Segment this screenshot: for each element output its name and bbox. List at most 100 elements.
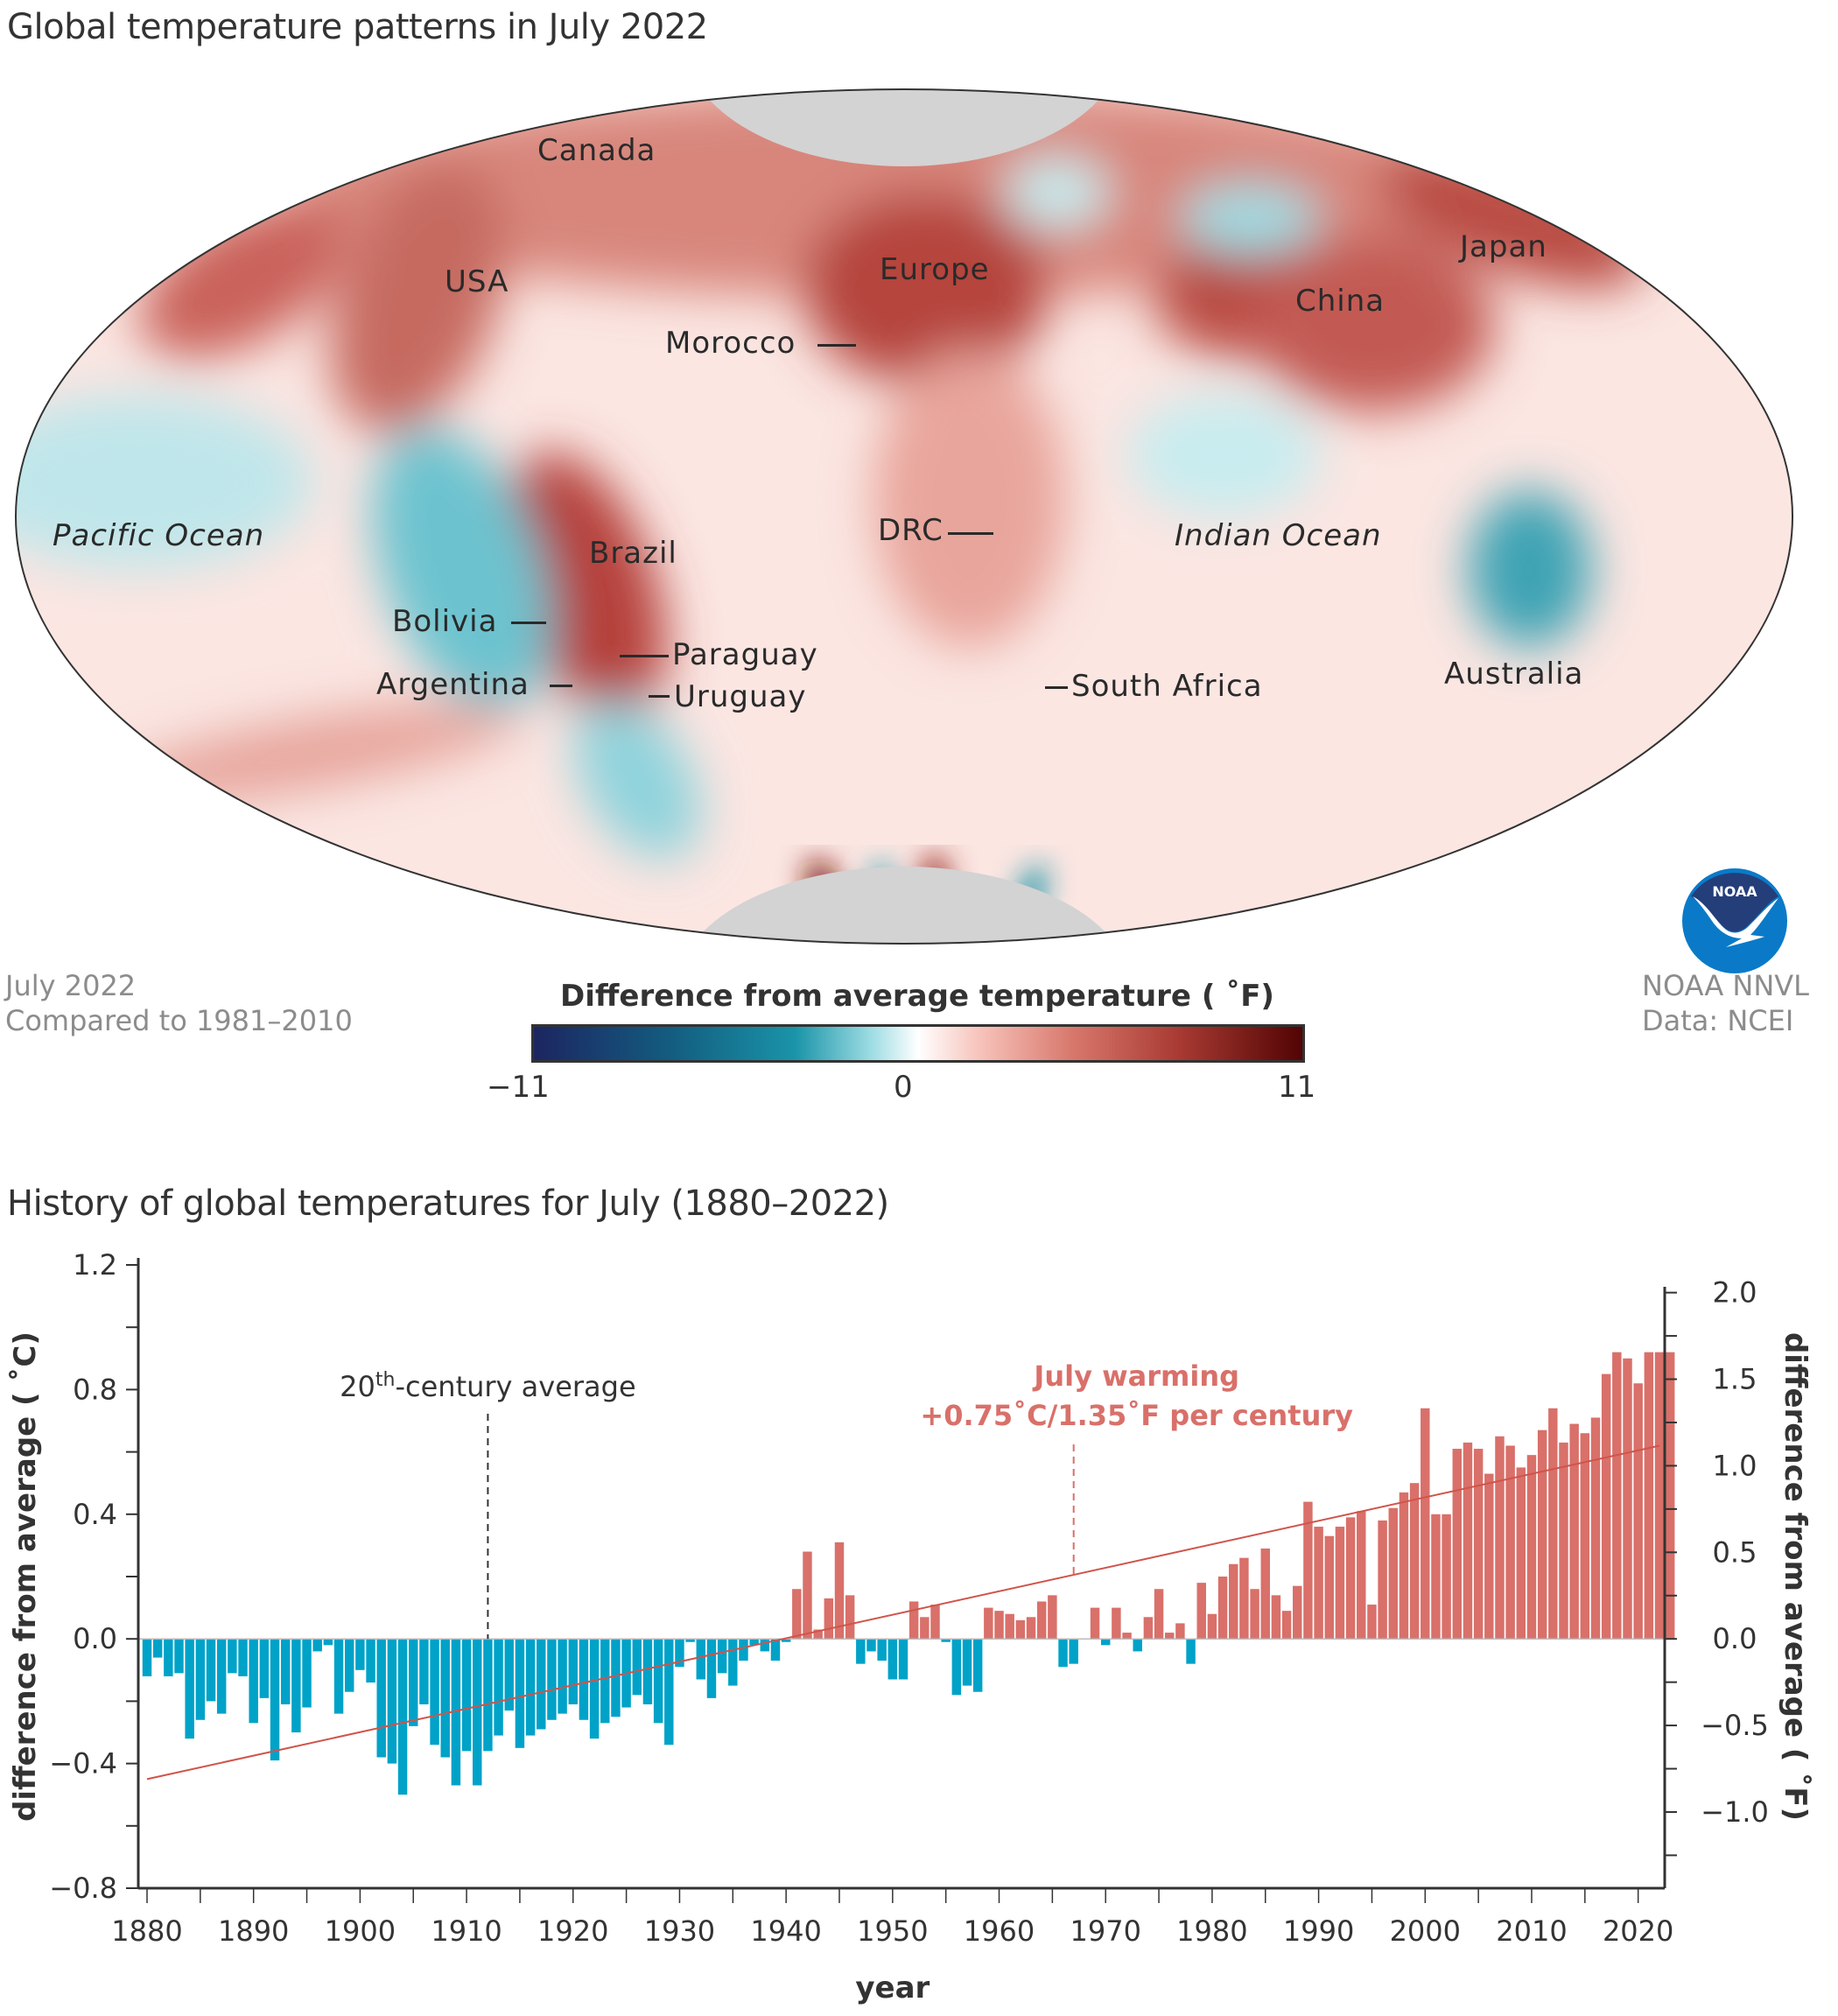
bar-1934	[717, 1639, 727, 1674]
bar-2021	[1644, 1352, 1654, 1640]
bar-1985	[1260, 1548, 1270, 1640]
bar-1939	[770, 1639, 781, 1661]
bar-2008	[1505, 1445, 1515, 1640]
bar-1980	[1207, 1613, 1217, 1640]
bar-1923	[600, 1639, 610, 1724]
bar-1951	[898, 1639, 908, 1680]
bar-1903	[387, 1639, 397, 1764]
bar-1975	[1154, 1589, 1164, 1640]
x-tick-label: 1930	[644, 1914, 715, 1948]
bar-1919	[558, 1639, 567, 1714]
argentina-leader-line	[550, 685, 572, 687]
bar-1973	[1133, 1639, 1142, 1652]
axes-group: 1.2 0.8 0.4 0.0 −0.4 −0.8 2.0 1.5 1.0 0.5 0.0 −0.5 −…	[49, 1248, 1769, 1948]
bar-1882	[164, 1639, 173, 1676]
bar-1990	[1314, 1527, 1323, 1640]
map-label-drc: DRC	[878, 513, 944, 548]
bar-1963	[1026, 1617, 1036, 1640]
bars-group	[138, 1352, 1675, 1795]
bar-1904	[397, 1639, 408, 1795]
bar-1983	[1239, 1557, 1249, 1640]
x-axis-label: year	[855, 1970, 930, 2005]
map-label-argentina: Argentina	[376, 667, 530, 702]
bar-2001	[1431, 1514, 1441, 1640]
bar-1974	[1143, 1617, 1154, 1640]
bar-1988	[1293, 1585, 1302, 1640]
bar-2006	[1484, 1473, 1494, 1640]
bar-1915	[515, 1639, 525, 1748]
bar-1916	[525, 1639, 536, 1736]
bar-2013	[1559, 1442, 1568, 1640]
bar-1942	[803, 1551, 812, 1640]
bar-2000	[1421, 1408, 1430, 1640]
x-tick-label: 2000	[1390, 1914, 1461, 1948]
bar-1930	[675, 1639, 684, 1668]
bar-1900	[355, 1639, 365, 1670]
bar-1896	[312, 1639, 322, 1652]
bar-2004	[1463, 1442, 1473, 1640]
noaa-logo-text: NOAA	[1712, 883, 1757, 900]
y-tick-label-left: 0.0	[73, 1622, 117, 1655]
bar-1996	[1378, 1520, 1387, 1640]
bar-2016	[1590, 1417, 1601, 1640]
y-tick-label-right: 2.0	[1713, 1276, 1757, 1310]
bar-2003	[1452, 1449, 1463, 1640]
bar-1943	[813, 1629, 823, 1640]
map-label-uruguay: Uruguay	[674, 679, 807, 714]
map-label-usa: USA	[445, 264, 509, 299]
bar-1921	[579, 1639, 589, 1720]
bar-1912	[483, 1639, 493, 1752]
chart-title: History of global temperatures for July …	[7, 1184, 889, 1224]
x-tick-label: 2010	[1496, 1914, 1567, 1948]
legend-max-label: 11	[1278, 1070, 1316, 1105]
bar-1913	[494, 1639, 503, 1736]
morocco-leader-line	[817, 344, 856, 347]
legend-min-label: −11	[487, 1070, 550, 1105]
bar-1991	[1324, 1535, 1334, 1640]
uruguay-leader-line	[649, 695, 670, 698]
warming-label-line1: July warming	[1032, 1359, 1239, 1393]
bar-1979	[1196, 1583, 1206, 1640]
x-tick-label: 1900	[325, 1914, 396, 1948]
south-africa-leader-line	[1045, 686, 1068, 689]
x-tick-label: 1960	[964, 1914, 1035, 1948]
bar-1938	[760, 1639, 770, 1652]
bar-1962	[1015, 1619, 1026, 1640]
bar-1954	[930, 1605, 940, 1640]
bar-1935	[728, 1639, 738, 1686]
bar-1999	[1409, 1483, 1420, 1640]
y-tick-label-right: 1.0	[1713, 1449, 1757, 1482]
bar-1901	[366, 1639, 375, 1683]
x-tick-label: 1990	[1283, 1914, 1354, 1948]
bar-1897	[323, 1639, 333, 1646]
x-tick-label: 1980	[1176, 1914, 1247, 1948]
bar-1917	[537, 1639, 546, 1730]
bar-1959	[984, 1607, 993, 1640]
trend-line	[146, 1444, 1660, 1781]
bar-1953	[920, 1617, 930, 1640]
bar-1890	[249, 1639, 258, 1724]
bar-1887	[216, 1639, 227, 1714]
bar-1892	[270, 1639, 280, 1761]
bar-1989	[1303, 1501, 1313, 1640]
bar-1940	[781, 1639, 791, 1642]
bar-1955	[941, 1639, 951, 1642]
map-label-australia: Australia	[1444, 657, 1584, 692]
bar-1956	[951, 1639, 962, 1696]
x-tick-label: 1920	[537, 1914, 608, 1948]
y-axis-label-left: difference from average ( ˚C)	[8, 1331, 43, 1822]
footnote-right: NOAA NNVL Data: NCEI	[1642, 968, 1809, 1038]
x-tick-label: 1950	[857, 1914, 928, 1948]
bar-1970	[1100, 1639, 1111, 1646]
y-tick-label-left: −0.8	[49, 1872, 117, 1905]
footnote-data-source: Data: NCEI	[1642, 1004, 1794, 1037]
bar-2002	[1442, 1514, 1451, 1640]
bar-2018	[1612, 1352, 1622, 1640]
bar-1971	[1112, 1607, 1121, 1640]
bar-1881	[152, 1639, 163, 1658]
bar-1889	[238, 1639, 248, 1676]
footnote-credit: NOAA NNVL	[1642, 969, 1809, 1002]
x-tick-label: 1890	[218, 1914, 289, 1948]
bar-1927	[642, 1639, 653, 1704]
paraguay-leader-line	[620, 655, 669, 657]
